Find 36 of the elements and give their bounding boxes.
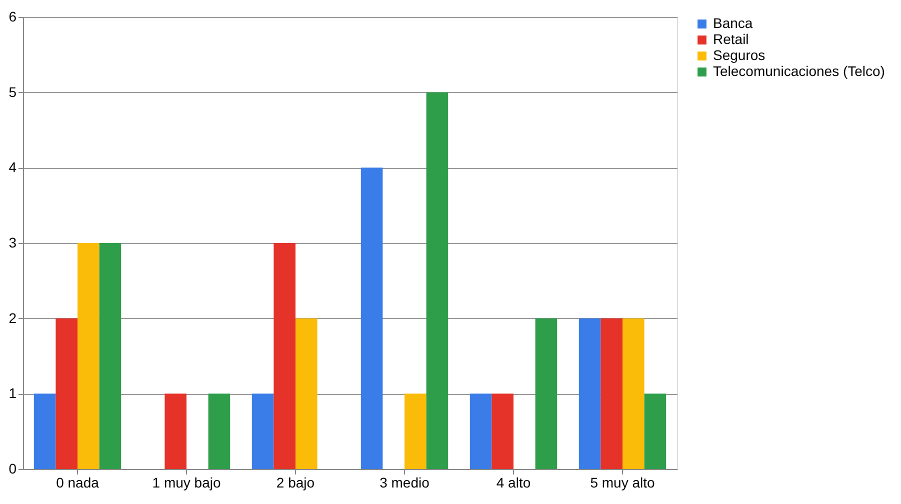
bar [78, 243, 100, 469]
x-tick-label: 4 alto [496, 474, 531, 490]
bar [578, 318, 601, 469]
bar [622, 318, 644, 469]
bar [535, 318, 558, 469]
legend-label: Retail [713, 31, 749, 47]
y-tick-label: 4 [8, 159, 17, 176]
bar [360, 168, 383, 469]
x-tick-label: 1 muy bajo [152, 474, 221, 490]
legend-label: Telecomunicaciones (Telco) [713, 63, 885, 79]
x-tick-label: 0 nada [56, 474, 100, 490]
legend-label: Seguros [713, 47, 766, 63]
legend-label: Banca [713, 15, 753, 31]
bar [208, 394, 230, 469]
y-tick-label: 6 [8, 8, 17, 24]
bar [164, 394, 186, 469]
x-tick-label: 5 muy alto [590, 474, 656, 490]
bar [34, 394, 56, 469]
bar [252, 394, 274, 469]
bar [404, 394, 426, 469]
x-tick-label: 2 bajo [276, 474, 315, 490]
bar [600, 318, 622, 469]
y-tick-label: 3 [8, 234, 17, 250]
x-tick-label: 3 medio [380, 474, 430, 490]
y-tick-label: 5 [8, 84, 17, 100]
bar [56, 318, 78, 469]
y-tick-label: 2 [8, 310, 17, 326]
bar [492, 394, 514, 469]
bar [470, 394, 492, 469]
y-tick-label: 0 [8, 460, 17, 476]
bar [99, 243, 122, 469]
bar [644, 394, 666, 469]
bar [426, 92, 448, 469]
bar [274, 243, 296, 469]
y-tick-label: 1 [8, 385, 17, 402]
bar [296, 318, 318, 469]
